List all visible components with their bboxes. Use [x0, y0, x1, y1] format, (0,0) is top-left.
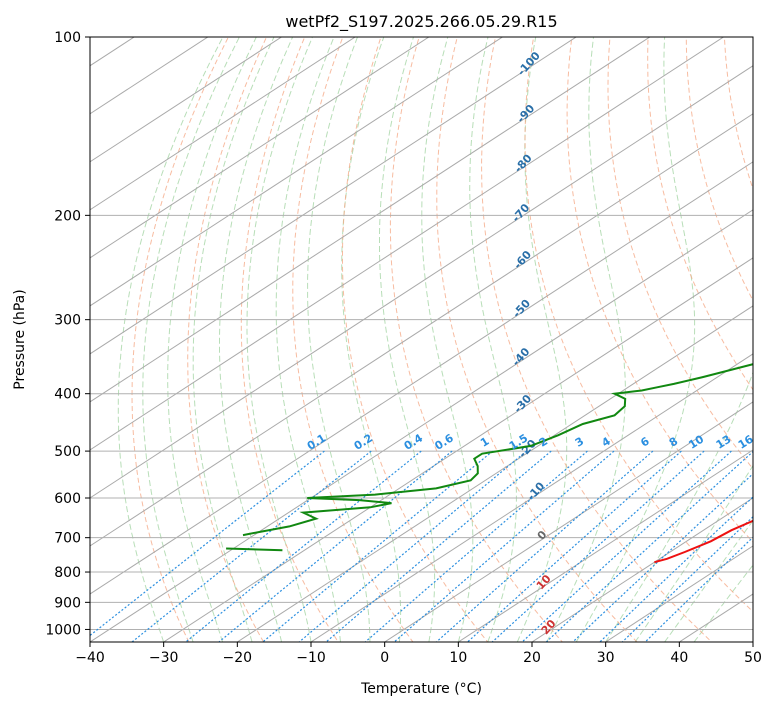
- moist-adiabat: [307, 37, 371, 642]
- moist-adiabat: [246, 37, 314, 642]
- isotherm-line: [310, 353, 753, 642]
- y-tick-label: 300: [54, 313, 81, 329]
- mixing-ratio-line: [131, 450, 372, 642]
- dry-adiabats: [131, 37, 753, 642]
- y-tick-label: 600: [54, 491, 81, 507]
- moist-adiabat: [421, 37, 474, 642]
- x-axis-ticks: −40 −30 −20 −10 0 10 20 30 40 50: [75, 642, 762, 666]
- x-tick-label: 20: [523, 650, 541, 666]
- x-axis-label: Temperature (°C): [360, 681, 482, 697]
- isobar-gridlines: [90, 37, 753, 630]
- moist-adiabat: [275, 37, 341, 642]
- x-tick-label: 40: [670, 650, 688, 666]
- moist-adiabat: [379, 37, 436, 642]
- dry-adiabat: [647, 37, 753, 391]
- x-tick-label: 10: [449, 650, 467, 666]
- moist-adiabat: [605, 37, 753, 642]
- mixing-ratio-lines: [90, 450, 753, 642]
- moist-adiabat: [516, 37, 568, 642]
- dry-adiabat: [481, 37, 713, 642]
- dry-adiabat: [342, 37, 489, 642]
- isotherm-line: [90, 37, 725, 451]
- isotherm-line: [90, 113, 753, 547]
- dry-adiabat: [436, 37, 638, 642]
- isotherm-line: [90, 37, 283, 163]
- dry-adiabat: [524, 37, 753, 613]
- isotherm-line: [90, 65, 753, 499]
- mixing-ratio-line: [261, 450, 494, 642]
- dry-adiabat: [723, 37, 753, 191]
- y-tick-label: 800: [54, 565, 81, 581]
- y-tick-label: 700: [54, 531, 81, 547]
- y-axis-label: Pressure (hPa): [12, 289, 28, 389]
- x-tick-label: −30: [149, 650, 179, 666]
- x-tick-label: −40: [75, 650, 105, 666]
- y-tick-label: 400: [54, 387, 81, 403]
- moist-adiabat: [192, 37, 275, 642]
- isotherm-line: [90, 37, 357, 211]
- moist-adiabat: [142, 37, 240, 642]
- x-tick-label: 30: [597, 650, 615, 666]
- isotherm-line: [383, 401, 753, 642]
- mixing-ratio-line: [218, 450, 453, 642]
- mixing-ratio-line: [521, 450, 732, 642]
- mixing-ratio-line: [545, 450, 753, 642]
- isotherm-line: [90, 161, 753, 595]
- mixing-ratio-line: [491, 450, 705, 642]
- plot-frame: [89, 36, 754, 643]
- dry-adiabat: [292, 37, 414, 642]
- mixing-ratio-line: [644, 536, 753, 642]
- isotherm-line: [90, 37, 504, 307]
- mixing-ratio-line: [571, 472, 753, 642]
- profile-series: [226, 363, 753, 564]
- dewpoint-line: [242, 363, 753, 537]
- mixing-ratio-line: [599, 496, 753, 642]
- isotherm-line: [457, 449, 753, 642]
- mixing-ratio-line: [325, 450, 552, 642]
- dry-adiabat: [685, 37, 753, 302]
- isotherm-line: [531, 497, 753, 642]
- y-tick-label: 900: [54, 595, 81, 611]
- y-tick-label: 1000: [45, 622, 81, 638]
- isotherm-line: [90, 37, 578, 355]
- moist-adiabats: [117, 37, 753, 642]
- moist-adiabat: [117, 37, 224, 642]
- x-tick-label: 0: [380, 650, 389, 666]
- dry-adiabat: [240, 37, 339, 642]
- isotherm-line: [90, 37, 651, 403]
- dry-adiabat: [131, 37, 229, 642]
- x-tick-label: −20: [223, 650, 253, 666]
- dewpoint-surface-segment-line: [226, 547, 283, 552]
- y-tick-label: 500: [54, 444, 81, 460]
- mixing-ratio-line: [393, 450, 615, 642]
- dry-adiabat: [607, 37, 753, 470]
- temperature-line: [654, 519, 753, 564]
- mixing-ratio-line: [298, 450, 527, 642]
- isotherms: [90, 37, 753, 642]
- y-tick-label: 200: [54, 208, 81, 224]
- mixing-ratio-line: [184, 450, 422, 642]
- y-tick-label: 100: [54, 30, 81, 46]
- isotherm-line: [236, 305, 753, 642]
- dry-adiabat: [389, 37, 564, 642]
- chart-title: wetPf2_S197.2025.266.05.29.R15: [285, 12, 557, 32]
- isotherm-line: [162, 257, 753, 642]
- y-axis-ticks: 100 200 300 400 500 600 700 800 900 1000: [45, 30, 90, 638]
- x-tick-label: 50: [744, 650, 762, 666]
- mixing-ratio-line: [435, 450, 654, 642]
- mixing-ratio-line: [364, 450, 588, 642]
- isotherm-line: [604, 545, 753, 642]
- moist-adiabat: [469, 37, 517, 642]
- dry-adiabat: [187, 37, 268, 642]
- moist-adiabat: [167, 37, 257, 642]
- mixing-ratio-line: [621, 515, 753, 642]
- moist-adiabat: [341, 37, 402, 642]
- moist-adiabat: [219, 37, 294, 642]
- mixing-ratio-line: [90, 450, 325, 637]
- dry-adiabat: [566, 37, 753, 543]
- x-tick-label: −10: [296, 650, 326, 666]
- isotherm-line: [90, 37, 430, 259]
